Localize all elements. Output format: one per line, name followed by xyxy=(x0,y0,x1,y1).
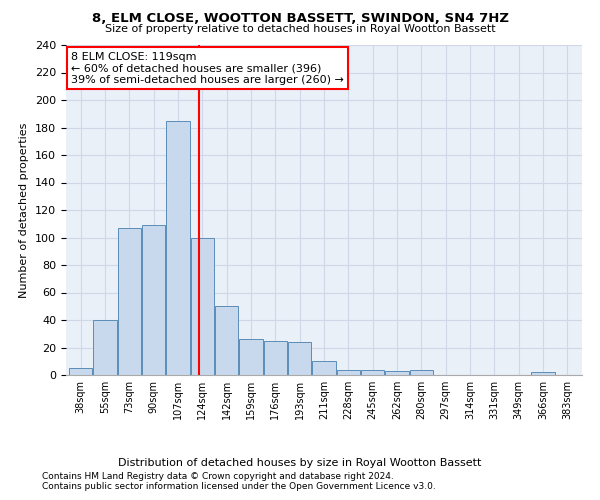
Bar xyxy=(288,342,311,375)
Bar xyxy=(410,370,433,375)
Text: Contains HM Land Registry data © Crown copyright and database right 2024.: Contains HM Land Registry data © Crown c… xyxy=(42,472,394,481)
Bar xyxy=(532,372,554,375)
Text: 8 ELM CLOSE: 119sqm
← 60% of detached houses are smaller (396)
39% of semi-detac: 8 ELM CLOSE: 119sqm ← 60% of detached ho… xyxy=(71,52,344,85)
Bar xyxy=(69,368,92,375)
Bar xyxy=(142,225,165,375)
Bar xyxy=(215,306,238,375)
Bar xyxy=(94,320,116,375)
Bar xyxy=(118,228,141,375)
Bar xyxy=(264,340,287,375)
Bar xyxy=(191,238,214,375)
Text: 8, ELM CLOSE, WOOTTON BASSETT, SWINDON, SN4 7HZ: 8, ELM CLOSE, WOOTTON BASSETT, SWINDON, … xyxy=(91,12,509,26)
Bar xyxy=(385,371,409,375)
Bar xyxy=(337,370,360,375)
Text: Contains public sector information licensed under the Open Government Licence v3: Contains public sector information licen… xyxy=(42,482,436,491)
Text: Distribution of detached houses by size in Royal Wootton Bassett: Distribution of detached houses by size … xyxy=(118,458,482,468)
Bar xyxy=(361,370,384,375)
Bar xyxy=(239,339,263,375)
Y-axis label: Number of detached properties: Number of detached properties xyxy=(19,122,29,298)
Bar xyxy=(166,120,190,375)
Bar xyxy=(313,361,335,375)
Text: Size of property relative to detached houses in Royal Wootton Bassett: Size of property relative to detached ho… xyxy=(104,24,496,34)
